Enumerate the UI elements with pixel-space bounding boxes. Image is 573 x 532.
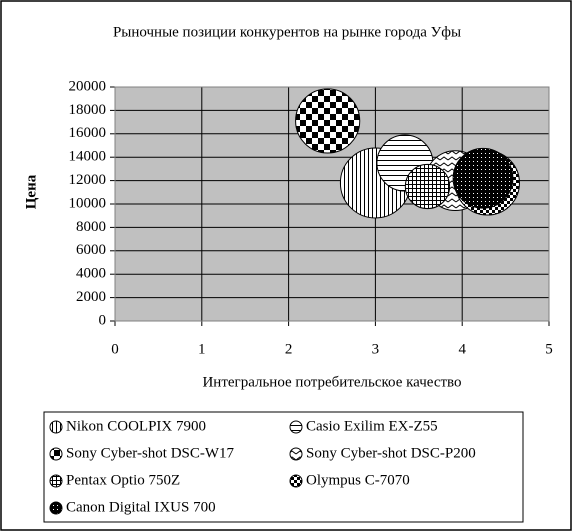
x-tick-label: 1: [198, 341, 206, 357]
legend-label: Canon Digital IXUS 700: [66, 499, 216, 515]
legend-swatch: [49, 447, 63, 461]
plot-border: [114, 86, 550, 322]
y-tick-label: 8000: [76, 219, 106, 235]
legend: [43, 411, 524, 523]
legend-swatch: [289, 447, 303, 461]
bubble: [404, 163, 451, 210]
legend-label: Nikon COOLPIX 7900: [66, 418, 206, 434]
y-tick-label: 16000: [69, 125, 107, 141]
bubble: [295, 88, 361, 154]
y-tick-label: 2000: [76, 289, 106, 305]
y-tick-label: 10000: [69, 195, 107, 211]
x-tick-label: 3: [372, 341, 380, 357]
y-tick-label: 6000: [76, 242, 106, 258]
legend-swatch: [49, 501, 63, 515]
x-tick-label: 5: [545, 341, 553, 357]
x-axis-title: Интегральное потребительское качество: [202, 374, 461, 390]
y-tick-label: 14000: [69, 149, 107, 165]
legend-label: Sony Cyber-shot DSC-W17: [66, 445, 235, 461]
chart-title: Рыночные позиции конкурентов на рынке го…: [113, 24, 461, 40]
legend-swatch: [49, 420, 63, 434]
legend-label: Pentax Optio 750Z: [66, 472, 180, 488]
legend-swatch: [49, 474, 63, 488]
y-tick-label: 12000: [69, 172, 107, 188]
legend-label: Casio Exilim EX-Z55: [306, 418, 438, 434]
y-tick-label: 20000: [69, 78, 107, 94]
x-tick-label: 2: [285, 341, 293, 357]
legend-swatch: [289, 474, 303, 488]
x-tick-label: 4: [458, 341, 466, 357]
y-tick-label: 4000: [76, 266, 106, 282]
legend-swatch: [289, 420, 303, 434]
bubble: [452, 147, 514, 209]
y-tick-label: 0: [99, 312, 107, 328]
x-tick-label: 0: [111, 341, 119, 357]
legend-label: Sony Cyber-shot DSC-P200: [306, 445, 476, 461]
legend-label: Olympus C-7070: [306, 472, 410, 488]
y-tick-label: 18000: [69, 102, 107, 118]
y-axis-title: Цена: [23, 174, 39, 209]
